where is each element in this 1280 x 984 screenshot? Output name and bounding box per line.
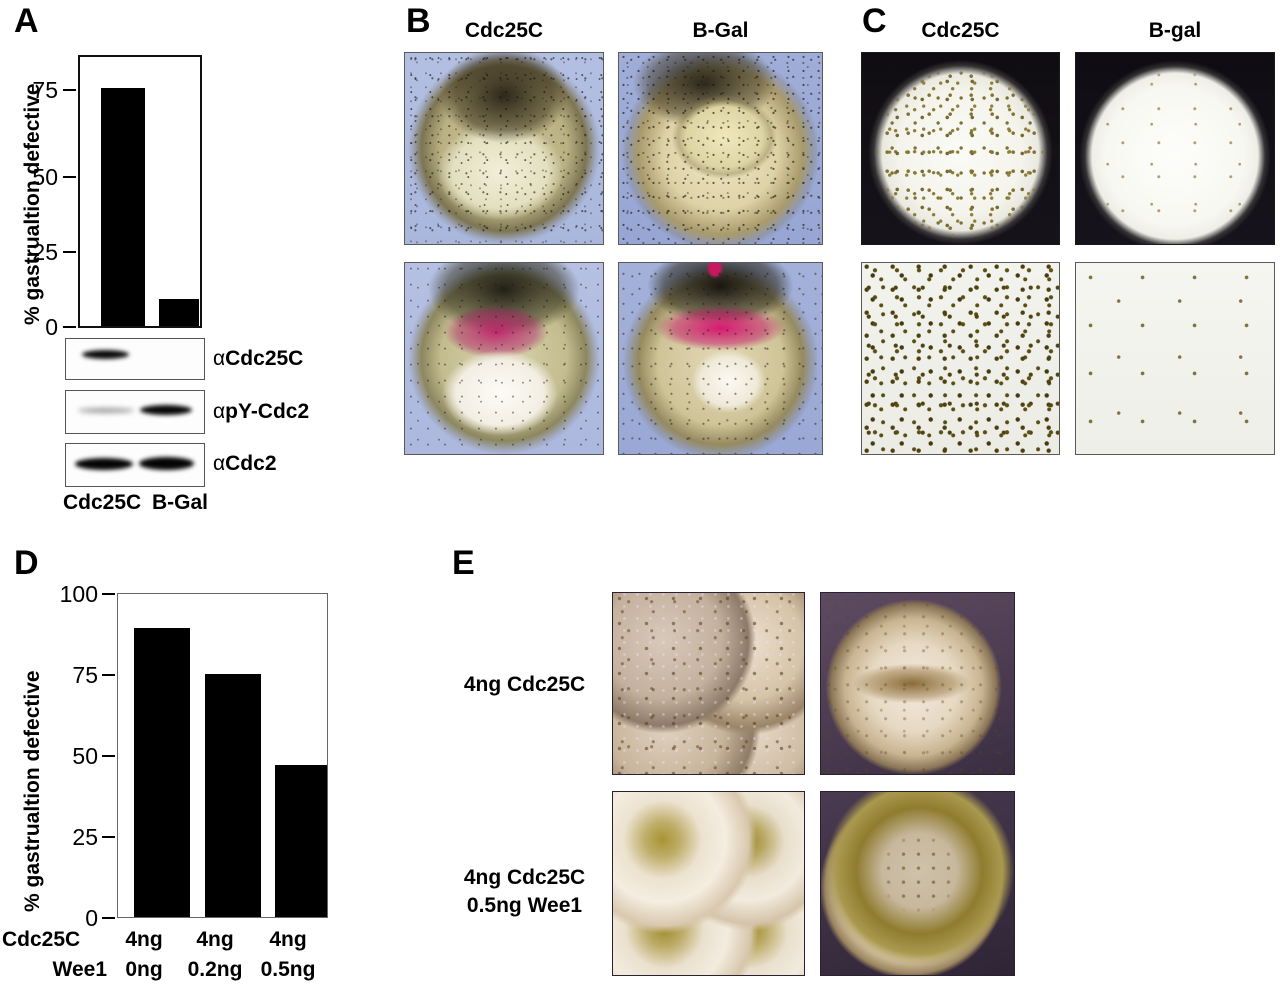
panel-a-ytick-0: 0 — [45, 314, 58, 340]
panel-d-cat1-wee1: 0ng — [125, 958, 163, 981]
panel-b-col-head-cdc25c: Cdc25C — [464, 19, 544, 42]
panel-d-tickmark-0 — [102, 917, 115, 919]
panel-e-tile-r2c2 — [820, 791, 1015, 976]
panel-letter-e: E — [452, 544, 475, 582]
panel-e-row1-label: 4ng Cdc25C — [463, 673, 586, 696]
panel-a-ytick-25: 25 — [32, 239, 58, 265]
panel-d-ytick-50: 50 — [72, 743, 98, 769]
panel-a-lane-label-bgal: B-Gal — [152, 491, 209, 514]
panel-d-cat2-wee1: 0.2ng — [187, 958, 243, 981]
panel-d-ytick-0: 0 — [85, 905, 98, 931]
panel-e-row2-label-line1: 4ng Cdc25C — [463, 866, 586, 889]
band-pycdc2-lane1 — [78, 408, 134, 413]
panel-d-tickmark-50 — [102, 755, 115, 757]
panel-d-ytick-75: 75 — [72, 662, 98, 688]
panel-letter-d: D — [14, 544, 39, 582]
panel-b-tile-r1c2 — [618, 52, 823, 245]
blot-label-anti-py-cdc2: αpY-Cdc2 — [213, 401, 309, 422]
blot-anti-cdc2 — [65, 443, 205, 487]
blot-label-anti-cdc2: αCdc2 — [213, 453, 277, 474]
blot-label-text-1: Cdc25C — [225, 347, 304, 370]
panel-b-col-head-bgal: B-Gal — [692, 19, 749, 42]
panel-a-lane-label-cdc25c: Cdc25C — [63, 491, 142, 514]
panel-d-bar-05ng — [275, 765, 327, 917]
panel-b-tile-r1c1 — [404, 52, 604, 245]
alpha-symbol-1: α — [213, 347, 226, 370]
panel-a-plot-area — [78, 55, 202, 328]
panel-d-cat3-wee1: 0.5ng — [260, 958, 316, 981]
panel-d-cat3-cdc25c: 4ng — [269, 928, 307, 951]
panel-d-plot-area — [117, 593, 328, 918]
panel-e-tile-r1c1 — [612, 592, 805, 775]
panel-e-tile-r2c1 — [612, 791, 805, 976]
blot-anti-cdc25c — [65, 338, 205, 380]
panel-d-cat2-cdc25c: 4ng — [196, 928, 234, 951]
panel-a-ytick-50: 50 — [32, 164, 58, 190]
blot-anti-py-cdc2 — [65, 390, 205, 434]
panel-d-tickmark-25 — [102, 836, 115, 838]
band-pycdc2-lane2 — [140, 405, 192, 415]
blot-label-text-3: Cdc2 — [225, 452, 277, 475]
panel-d-row-header-wee1: Wee1 — [52, 958, 107, 981]
alpha-symbol-2: α — [213, 400, 226, 423]
panel-c-tile-r2c1 — [861, 262, 1060, 455]
panel-d-cat1-cdc25c: 4ng — [125, 928, 163, 951]
panel-a-tickmark-0 — [63, 326, 76, 328]
band-cdc2-lane2 — [139, 457, 194, 470]
panel-d-bar-02ng — [205, 674, 261, 917]
panel-a-bar-bgal — [159, 299, 199, 326]
band-cdc25c-lane1 — [82, 350, 129, 359]
panel-e-tile-r1c2 — [820, 592, 1015, 775]
alpha-symbol-3: α — [213, 452, 226, 475]
panel-d-y-axis-title: % gastrualtion defective — [21, 670, 44, 912]
panel-a-tickmark-75 — [63, 89, 76, 91]
blot-label-text-2: pY-Cdc2 — [225, 400, 310, 423]
panel-c-tile-r2c2 — [1075, 262, 1275, 455]
panel-d-tickmark-100 — [102, 593, 115, 595]
panel-c-col-head-cdc25c: Cdc25C — [921, 19, 1000, 42]
blot-label-anti-cdc25c: αCdc25C — [213, 348, 303, 369]
panel-b-tile-r2c2-pigment-dot — [708, 263, 723, 278]
panel-c-col-head-bgal: B-gal — [1148, 19, 1202, 42]
panel-e-row2-label-line2: 0.5ng Wee1 — [466, 894, 583, 917]
panel-letter-c: C — [862, 2, 887, 40]
panel-d-ytick-25: 25 — [72, 824, 98, 850]
panel-b-tile-r2c2 — [618, 262, 823, 455]
band-cdc2-lane1 — [75, 458, 133, 470]
panel-a-tickmark-50 — [63, 176, 76, 178]
panel-a-bar-cdc25c — [101, 88, 145, 326]
panel-b-tile-r2c1 — [404, 262, 604, 455]
panel-a-tickmark-25 — [63, 251, 76, 253]
panel-a-y-axis-title: % gastrualtion defective — [21, 83, 44, 325]
panel-letter-b: B — [406, 2, 431, 40]
panel-d-row-header-cdc25c: Cdc25C — [2, 928, 81, 951]
panel-d-tickmark-75 — [102, 674, 115, 676]
panel-d-bar-0ng — [134, 628, 190, 917]
panel-c-tile-r1c1 — [861, 52, 1060, 245]
panel-letter-a: A — [14, 2, 39, 40]
panel-d-ytick-100: 100 — [59, 581, 98, 607]
panel-c-tile-r1c2 — [1075, 52, 1275, 245]
panel-a-ytick-75: 75 — [32, 77, 58, 103]
